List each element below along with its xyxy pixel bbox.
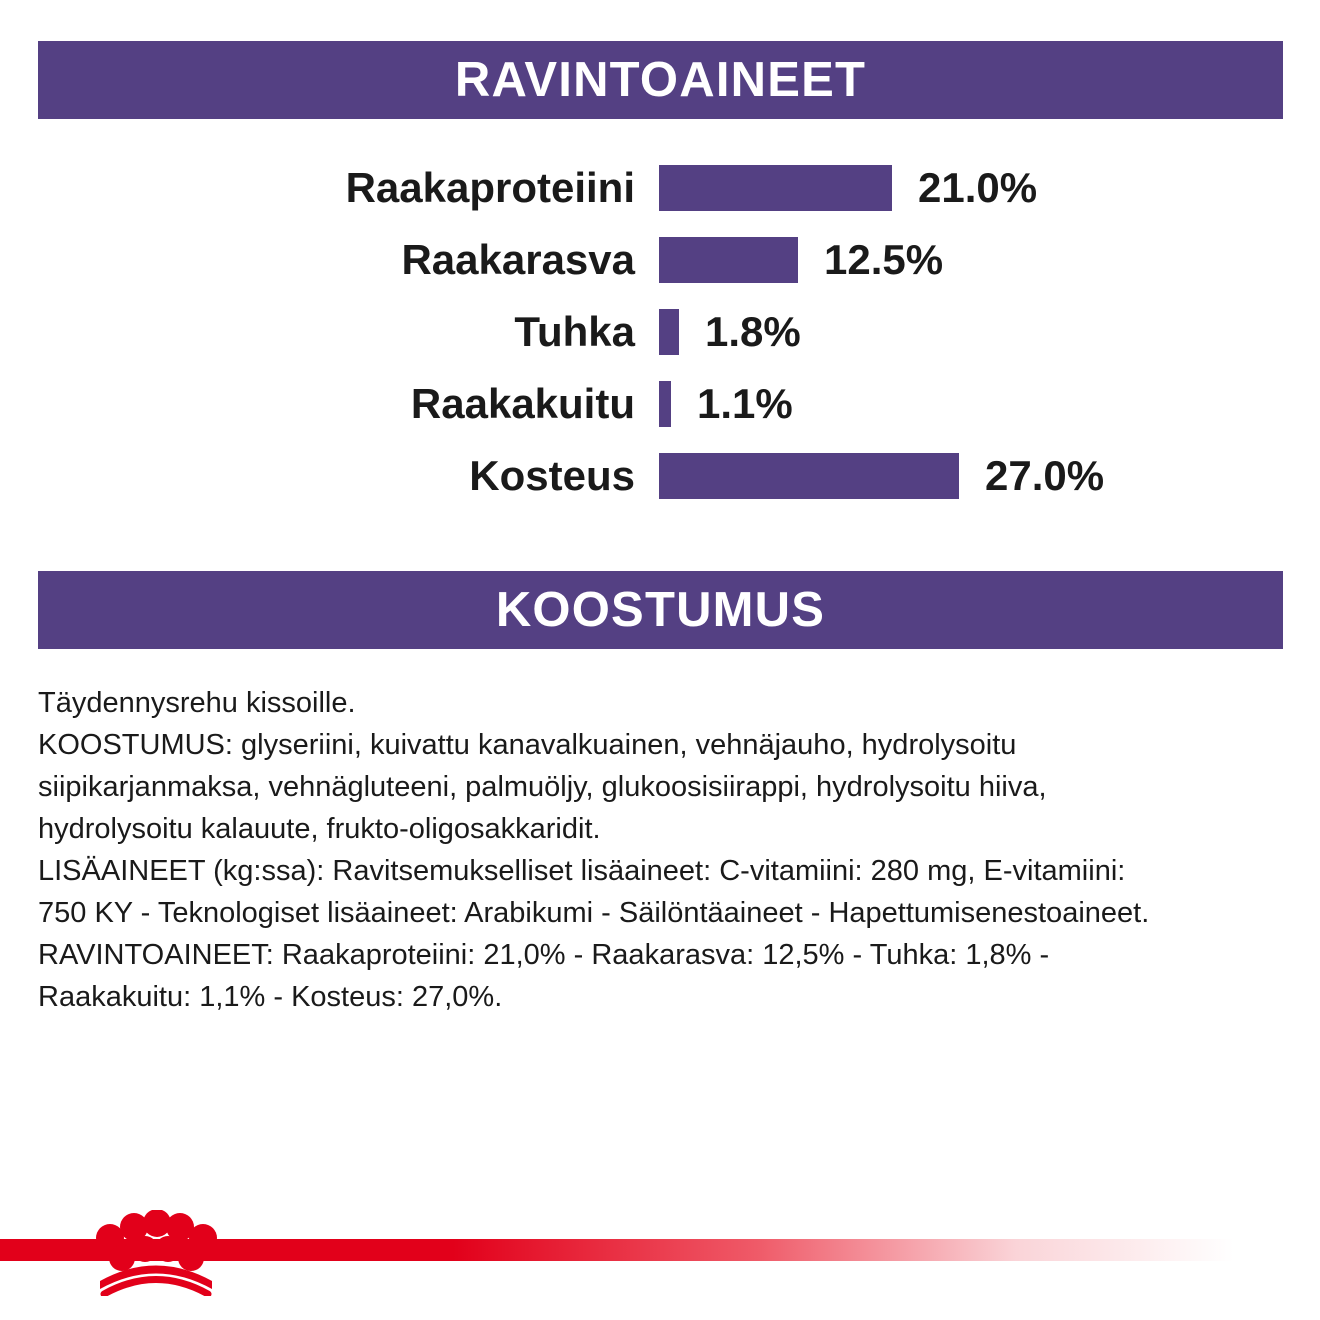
nutrient-bar-raakakuitu (659, 381, 671, 427)
chart-row: Raakakuitu 1.1% (0, 368, 1320, 440)
royal-canin-crown-icon (96, 1210, 217, 1296)
nutrient-bar-group-raakaproteiini: 21.0% (659, 165, 1037, 211)
nutrient-value-raakakuitu: 1.1% (697, 380, 793, 427)
nutrient-bar-group-raakakuitu: 1.1% (659, 381, 793, 427)
section-header-nutrients: RAVINTOAINEET (38, 41, 1283, 119)
chart-row: Kosteus 27.0% (0, 440, 1320, 512)
chart-row: Tuhka 1.8% (0, 296, 1320, 368)
nutrient-value-raakarasva: 12.5% (824, 236, 944, 283)
section-header-composition: KOOSTUMUS (38, 571, 1283, 649)
nutrient-bar-tuhka (659, 309, 679, 355)
nutrient-label-raakaproteiini: Raakaproteiini (345, 164, 635, 211)
nutrient-bar-kosteus (659, 453, 959, 499)
nutrient-bar-group-tuhka: 1.8% (659, 309, 801, 355)
nutrient-label-tuhka: Tuhka (514, 308, 635, 355)
footer-rule-right (236, 1239, 1320, 1261)
composition-line-intro: Täydennysrehu kissoille. (38, 687, 356, 719)
nutrient-value-kosteus: 27.0% (985, 452, 1105, 499)
section-header-composition-title: KOOSTUMUS (495, 582, 826, 637)
nutrient-value-raakaproteiini: 21.0% (918, 164, 1038, 211)
nutrient-bar-raakarasva (659, 237, 798, 283)
nutrient-value-tuhka: 1.8% (705, 308, 801, 355)
chart-row: Raakarasva 12.5% (0, 224, 1320, 296)
nutrient-bar-chart: Raakaproteiini 21.0% Raakarasva 12.5% Tu… (0, 152, 1320, 542)
nutrient-bar-group-kosteus: 27.0% (659, 453, 1104, 499)
nutrient-label-raakakuitu: Raakakuitu (410, 380, 635, 427)
composition-body: Täydennysrehu kissoille. KOOSTUMUS: glys… (38, 682, 1168, 1018)
section-header-nutrients-title: RAVINTOAINEET (454, 52, 867, 107)
composition-line-lisaaineet: LISÄAINEET (kg:ssa): Ravitsemukselliset … (38, 855, 1150, 929)
footer (0, 1210, 1320, 1296)
nutrient-bar-group-raakarasva: 12.5% (659, 237, 943, 283)
composition-line-ravintoaineet: RAVINTOAINEET: Raakaproteiini: 21,0% - R… (38, 939, 1050, 1013)
nutrient-label-kosteus: Kosteus (469, 452, 635, 499)
chart-row: Raakaproteiini 21.0% (0, 152, 1320, 224)
composition-line-koostumus: KOOSTUMUS: glyseriini, kuivattu kanavalk… (38, 729, 1047, 845)
nutrient-bar-raakaproteiini (659, 165, 892, 211)
nutrient-label-raakarasva: Raakarasva (401, 236, 635, 283)
